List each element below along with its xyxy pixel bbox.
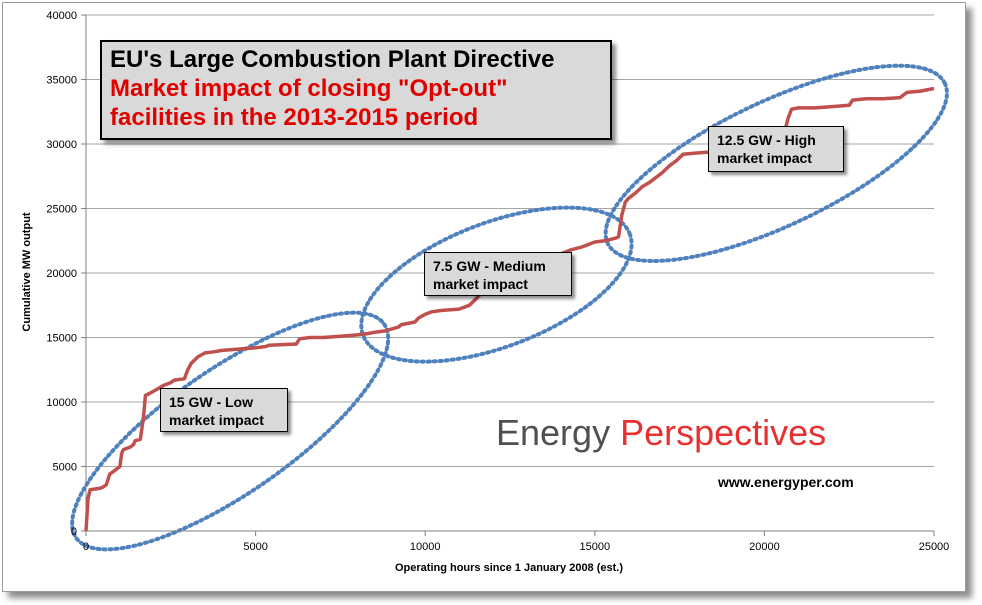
x-tick-label-0: 0: [83, 541, 89, 553]
brand-word-perspectives: Perspectives: [620, 412, 827, 453]
y-tick-label-5000: 5000: [53, 462, 77, 474]
x-tick-label-20000: 20000: [749, 541, 780, 553]
chart-title: EU's Large Combustion Plant Directive: [110, 46, 555, 73]
chart-subtitle-line-2: facilities in the 2013-2015 period: [110, 104, 479, 131]
x-axis-title: Operating hours since 1 January 2008 (es…: [395, 562, 623, 574]
y-tick-label-40000: 40000: [46, 10, 77, 22]
y-tick-label-30000: 30000: [46, 139, 77, 151]
brand-word-energy: Energy: [496, 412, 611, 453]
x-tick-label-5000: 5000: [243, 541, 267, 553]
y-axis-title: Cumulative MW output: [21, 212, 33, 331]
x-tick-label-15000: 15000: [580, 541, 611, 553]
y-tick-label-10000: 10000: [46, 397, 77, 409]
y-tick-label-25000: 25000: [46, 204, 77, 216]
annotation-medium-line-1: 7.5 GW - Medium: [433, 258, 546, 274]
x-tick-label-10000: 10000: [410, 541, 441, 553]
brand-logo: Energy Perspectives: [496, 412, 826, 454]
chart-title-box: EU's Large Combustion Plant Directive Ma…: [100, 40, 612, 140]
y-tick-label-20000: 20000: [46, 268, 77, 280]
annotation-low-line-1: 15 GW - Low: [169, 394, 253, 410]
annotation-high-line-2: market impact: [717, 150, 812, 166]
annotation-high-line-1: 12.5 GW - High: [717, 132, 816, 148]
annotation-low-line-2: market impact: [169, 412, 264, 428]
axes: [81, 14, 935, 536]
annotation-medium-impact: 7.5 GW - Medium market impact: [424, 252, 572, 296]
y-tick-label-0: 0: [71, 526, 77, 538]
annotation-low-impact: 15 GW - Low market impact: [160, 388, 288, 432]
chart-subtitle-line-1: Market impact of closing "Opt-out": [110, 75, 508, 102]
y-tick-label-35000: 35000: [46, 75, 77, 87]
annotation-high-impact: 12.5 GW - High market impact: [708, 126, 844, 172]
y-tick-label-15000: 15000: [46, 333, 77, 345]
tick-labels: 0 5000 10000 15000 20000 25000 30000 35000 40000…: [46, 10, 949, 553]
website-url: www.energyper.com: [718, 474, 854, 490]
ellipse-high-impact: [603, 63, 949, 263]
ellipse-low-impact: [70, 310, 391, 552]
x-tick-label-25000: 25000: [919, 541, 950, 553]
annotation-medium-line-2: market impact: [433, 276, 528, 292]
